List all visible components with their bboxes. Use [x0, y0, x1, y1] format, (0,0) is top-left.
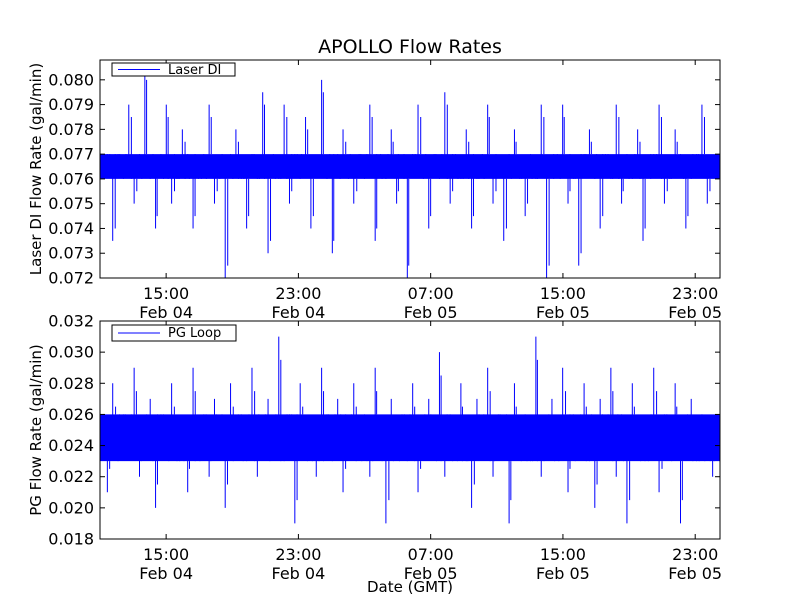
laser-di-x-tick-date: Feb 05 [536, 303, 590, 322]
laser-di-x-tick-time: 23:00 [672, 284, 718, 303]
pg-loop-series-line [101, 336, 720, 524]
laser-di-y-axis: 0.072 0.073 0.074 0.075 0.076 0.077 0.078 0.079… [48, 70, 720, 288]
laser-di-panel: 0.072 0.073 0.074 0.075 0.076 0.077 0.078 0.079… [27, 59, 722, 322]
pg-loop-x-tick-date: Feb 05 [668, 564, 722, 583]
laser-di-y-tick-label: 0.079 [48, 95, 94, 114]
laser-di-x-tick-time: 15:00 [143, 284, 189, 303]
pg-loop-y-axis: 0.018 0.020 0.022 0.024 0.026 0.028 0.030 0.032 [48, 312, 720, 549]
laser-di-y-tick-label: 0.072 [48, 269, 94, 288]
pg-loop-y-tick-label: 0.030 [48, 343, 94, 362]
laser-di-axes-frame [99, 59, 721, 279]
pg-loop-x-tick-time: 23:00 [275, 545, 321, 564]
laser-di-x-tick-time: 23:00 [275, 284, 321, 303]
laser-di-legend-label: Laser DI [168, 63, 221, 78]
chart-title: APOLLO Flow Rates [318, 36, 502, 58]
pg-loop-legend[interactable]: PG Loop [111, 324, 237, 342]
pg-loop-x-tick-time: 15:00 [143, 545, 189, 564]
laser-di-legend-box [111, 62, 236, 77]
pg-loop-y-tick-label: 0.032 [48, 312, 94, 331]
pg-loop-x-tick-time: 07:00 [408, 545, 454, 564]
laser-di-y-tick-label: 0.076 [48, 169, 94, 188]
pg-loop-x-tick-date: Feb 04 [139, 564, 193, 583]
pg-loop-y-tick-label: 0.026 [48, 405, 94, 424]
pg-loop-x-tick-date: Feb 04 [272, 564, 326, 583]
laser-di-x-tick-time: 15:00 [540, 284, 586, 303]
pg-loop-axes-frame [99, 320, 721, 540]
pg-loop-x-tick-date: Feb 05 [536, 564, 590, 583]
laser-di-x-tick-time: 07:00 [408, 284, 454, 303]
pg-loop-y-tick-label: 0.024 [48, 436, 94, 455]
laser-di-x-tick-date: Feb 04 [272, 303, 326, 322]
pg-loop-y-tick-label: 0.020 [48, 498, 94, 517]
pg-loop-y-axis-label: PG Flow Rate (gal/min) [27, 344, 45, 516]
laser-di-series [100, 67, 720, 278]
laser-di-x-tick-date: Feb 05 [668, 303, 722, 322]
laser-di-x-tick-date: Feb 05 [404, 303, 458, 322]
pg-loop-y-tick-label: 0.028 [48, 374, 94, 393]
laser-di-series-band [100, 154, 720, 179]
laser-di-y-tick-label: 0.074 [48, 219, 94, 238]
pg-loop-panel: 0.018 0.020 0.022 0.024 0.026 0.028 0.030 0.032… [27, 312, 722, 597]
laser-di-y-tick-label: 0.078 [48, 120, 94, 139]
pg-loop-legend-box [111, 324, 237, 342]
pg-loop-y-tick-label: 0.022 [48, 467, 94, 486]
pg-loop-x-axis-label: Date (GMT) [367, 578, 453, 596]
pg-loop-x-tick-date: Feb 05 [404, 564, 458, 583]
pg-loop-x-tick-time: 15:00 [540, 545, 586, 564]
pg-loop-y-tick-label: 0.018 [48, 530, 94, 549]
laser-di-y-tick-label: 0.073 [48, 244, 94, 263]
pg-loop-series [100, 336, 720, 524]
laser-di-series-line [101, 67, 720, 278]
laser-di-legend[interactable]: Laser DI [111, 62, 236, 78]
laser-di-y-axis-label: Laser DI Flow Rate (gal/min) [27, 63, 45, 275]
laser-di-y-tick-label: 0.075 [48, 194, 94, 213]
laser-di-x-tick-date: Feb 04 [139, 303, 193, 322]
pg-loop-x-tick-time: 23:00 [672, 545, 718, 564]
pg-loop-legend-label: PG Loop [168, 326, 221, 341]
laser-di-y-tick-label: 0.080 [48, 70, 94, 89]
laser-di-y-tick-label: 0.077 [48, 145, 94, 164]
